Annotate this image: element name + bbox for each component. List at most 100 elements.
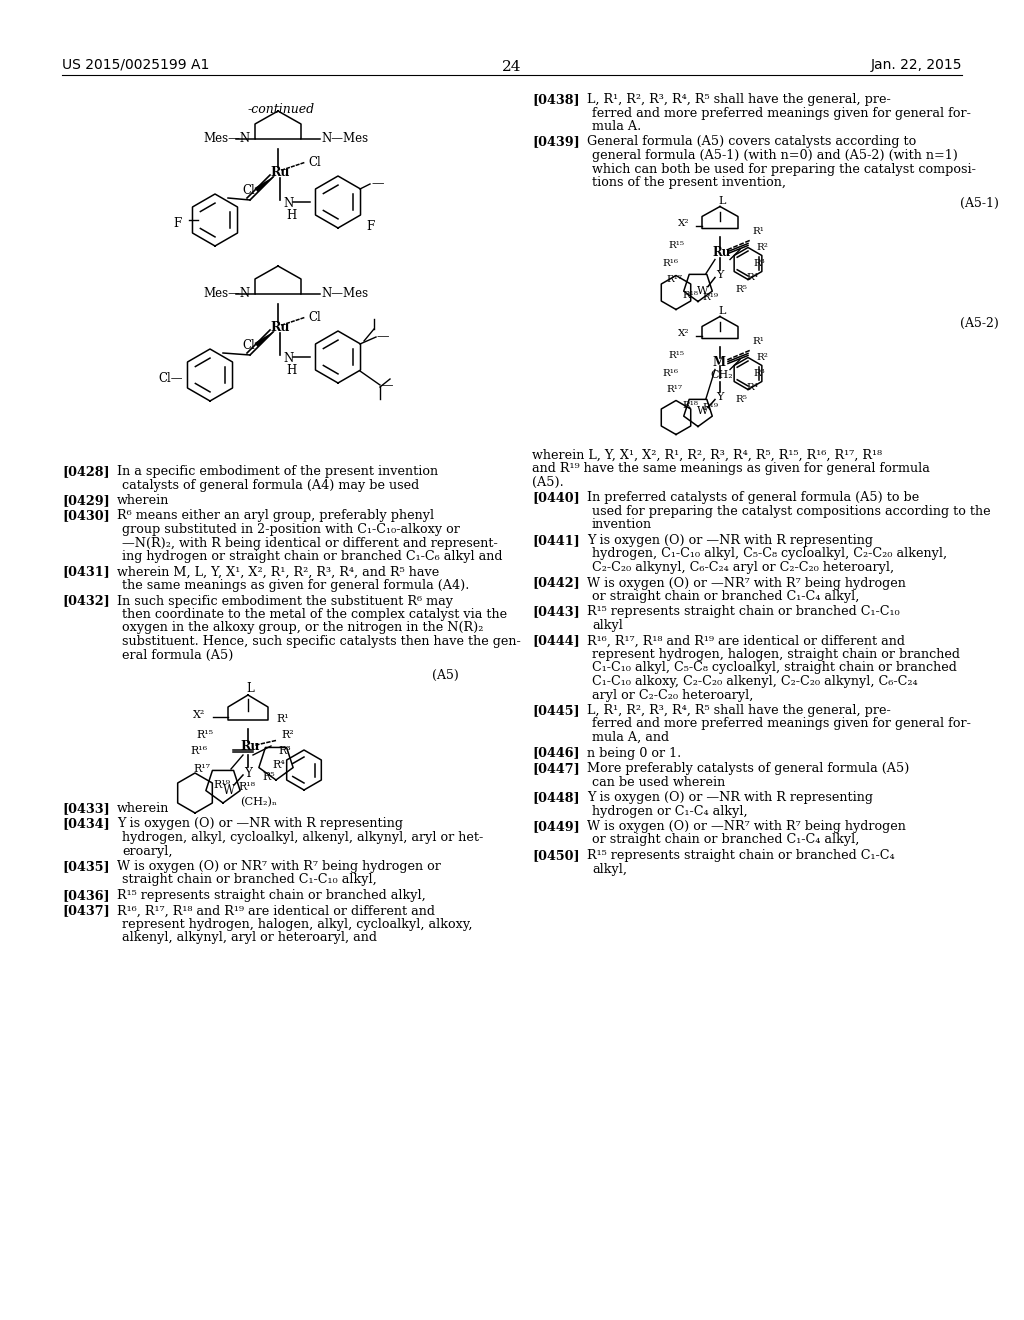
Text: [0439]: [0439] xyxy=(532,136,580,149)
Text: Cl: Cl xyxy=(242,339,255,352)
Text: F: F xyxy=(366,220,374,234)
Text: R¹⁵ represents straight chain or branched alkyl,: R¹⁵ represents straight chain or branche… xyxy=(117,888,426,902)
Text: hydrogen or C₁-C₄ alkyl,: hydrogen or C₁-C₄ alkyl, xyxy=(592,804,748,817)
Text: [0447]: [0447] xyxy=(532,762,580,775)
Text: R¹⁶, R¹⁷, R¹⁸ and R¹⁹ are identical or different and: R¹⁶, R¹⁷, R¹⁸ and R¹⁹ are identical or d… xyxy=(587,635,905,648)
Text: R¹⁵: R¹⁵ xyxy=(196,730,213,741)
Polygon shape xyxy=(255,330,276,347)
Text: alkyl: alkyl xyxy=(592,619,623,632)
Text: R¹⁶: R¹⁶ xyxy=(662,368,678,378)
Text: W is oxygen (O) or —NR⁷ with R⁷ being hydrogen: W is oxygen (O) or —NR⁷ with R⁷ being hy… xyxy=(587,820,906,833)
Text: tions of the present invention,: tions of the present invention, xyxy=(592,176,786,189)
Text: L, R¹, R², R³, R⁴, R⁵ shall have the general, pre-: L, R¹, R², R³, R⁴, R⁵ shall have the gen… xyxy=(587,704,891,717)
Text: R¹⁵: R¹⁵ xyxy=(668,242,684,251)
Text: Mes—N: Mes—N xyxy=(203,286,250,300)
Text: R³: R³ xyxy=(278,746,291,756)
Text: represent hydrogen, halogen, straight chain or branched: represent hydrogen, halogen, straight ch… xyxy=(592,648,961,661)
Text: —N(R)₂, with R being identical or different and represent-: —N(R)₂, with R being identical or differ… xyxy=(122,536,498,549)
Text: R¹⁶: R¹⁶ xyxy=(662,259,678,268)
Text: —: — xyxy=(380,379,392,392)
Text: In a specific embodiment of the present invention: In a specific embodiment of the present … xyxy=(117,465,438,478)
Text: [0435]: [0435] xyxy=(62,861,110,873)
Text: In preferred catalysts of general formula (A5) to be: In preferred catalysts of general formul… xyxy=(587,491,920,504)
Text: [0443]: [0443] xyxy=(532,606,580,619)
Text: More preferably catalysts of general formula (A5): More preferably catalysts of general for… xyxy=(587,762,909,775)
Text: W: W xyxy=(697,407,709,417)
Text: wherein: wherein xyxy=(117,803,169,814)
Text: Mes—N: Mes—N xyxy=(203,132,250,145)
Text: Jan. 22, 2015: Jan. 22, 2015 xyxy=(870,58,962,73)
Text: R¹⁵ represents straight chain or branched C₁-C₁₀: R¹⁵ represents straight chain or branche… xyxy=(587,606,900,619)
Text: Y: Y xyxy=(716,271,723,281)
Text: X²: X² xyxy=(678,219,689,227)
Text: then coordinate to the metal of the complex catalyst via the: then coordinate to the metal of the comp… xyxy=(122,609,507,620)
Text: L: L xyxy=(718,195,725,206)
Text: substituent. Hence, such specific catalysts then have the gen-: substituent. Hence, such specific cataly… xyxy=(122,635,521,648)
Text: [0438]: [0438] xyxy=(532,92,580,106)
Text: general formula (A5-1) (with n=0) and (A5-2) (with n=1): general formula (A5-1) (with n=0) and (A… xyxy=(592,149,957,162)
Text: ferred and more preferred meanings given for general for-: ferred and more preferred meanings given… xyxy=(592,107,971,120)
Text: used for preparing the catalyst compositions according to the: used for preparing the catalyst composit… xyxy=(592,506,990,517)
Text: [0446]: [0446] xyxy=(532,747,580,759)
Text: [0433]: [0433] xyxy=(62,803,110,814)
Text: R⁵: R⁵ xyxy=(735,396,746,404)
Text: W: W xyxy=(697,285,709,296)
Text: [0437]: [0437] xyxy=(62,904,110,917)
Text: (CH₂)ₙ: (CH₂)ₙ xyxy=(240,797,276,808)
Text: oxygen in the alkoxy group, or the nitrogen in the N(R)₂: oxygen in the alkoxy group, or the nitro… xyxy=(122,622,483,635)
Text: can be used wherein: can be used wherein xyxy=(592,776,725,788)
Text: N—Mes: N—Mes xyxy=(321,286,368,300)
Text: eroaryl,: eroaryl, xyxy=(122,845,172,858)
Text: [0431]: [0431] xyxy=(62,565,110,578)
Text: hydrogen, alkyl, cycloalkyl, alkenyl, alkynyl, aryl or het-: hydrogen, alkyl, cycloalkyl, alkenyl, al… xyxy=(122,832,483,843)
Text: catalysts of general formula (A4) may be used: catalysts of general formula (A4) may be… xyxy=(122,479,419,491)
Text: R¹⁵: R¹⁵ xyxy=(668,351,684,360)
Text: R¹⁷: R¹⁷ xyxy=(666,276,682,285)
Text: F: F xyxy=(173,216,181,230)
Text: W is oxygen (O) or NR⁷ with R⁷ being hydrogen or: W is oxygen (O) or NR⁷ with R⁷ being hyd… xyxy=(117,861,441,873)
Text: [0448]: [0448] xyxy=(532,791,580,804)
Text: L: L xyxy=(246,682,254,696)
Text: [0450]: [0450] xyxy=(532,849,580,862)
Text: N: N xyxy=(283,197,293,210)
Text: and R¹⁹ have the same meanings as given for general formula: and R¹⁹ have the same meanings as given … xyxy=(532,462,930,475)
Text: R¹⁷: R¹⁷ xyxy=(666,385,682,395)
Text: [0429]: [0429] xyxy=(62,494,110,507)
Text: X²: X² xyxy=(678,329,689,338)
Text: [0428]: [0428] xyxy=(62,465,110,478)
Text: represent hydrogen, halogen, alkyl, cycloalkyl, alkoxy,: represent hydrogen, halogen, alkyl, cycl… xyxy=(122,917,472,931)
Text: Cl—: Cl— xyxy=(158,372,182,385)
Text: R¹⁶: R¹⁶ xyxy=(190,746,207,756)
Text: R¹: R¹ xyxy=(276,714,289,723)
Text: —: — xyxy=(376,330,388,343)
Text: (A5-2): (A5-2) xyxy=(961,317,998,330)
Text: Ru: Ru xyxy=(270,321,290,334)
Text: W: W xyxy=(223,784,236,797)
Text: C₁-C₁₀ alkoxy, C₂-C₂₀ alkenyl, C₂-C₂₀ alkynyl, C₆-C₂₄: C₁-C₁₀ alkoxy, C₂-C₂₀ alkenyl, C₂-C₂₀ al… xyxy=(592,675,918,688)
Text: N: N xyxy=(283,352,293,366)
Text: R¹⁹: R¹⁹ xyxy=(702,404,718,412)
Text: [0436]: [0436] xyxy=(62,888,110,902)
Text: R⁴: R⁴ xyxy=(746,384,758,392)
Text: [0444]: [0444] xyxy=(532,635,580,648)
Text: Ru: Ru xyxy=(712,246,730,259)
Text: 24: 24 xyxy=(502,59,522,74)
Text: alkyl,: alkyl, xyxy=(592,862,627,875)
Text: [0430]: [0430] xyxy=(62,510,110,523)
Text: (A5).: (A5). xyxy=(532,475,564,488)
Text: R⁶ means either an aryl group, preferably phenyl: R⁶ means either an aryl group, preferabl… xyxy=(117,510,434,523)
Text: [0440]: [0440] xyxy=(532,491,580,504)
Text: X²: X² xyxy=(193,710,206,719)
Text: R¹⁸: R¹⁸ xyxy=(238,781,255,792)
Text: Cl: Cl xyxy=(242,183,255,197)
Text: R¹⁸: R¹⁸ xyxy=(682,401,698,411)
Text: R¹⁸: R¹⁸ xyxy=(682,292,698,301)
Text: [0441]: [0441] xyxy=(532,535,580,546)
Text: US 2015/0025199 A1: US 2015/0025199 A1 xyxy=(62,58,209,73)
Text: [0432]: [0432] xyxy=(62,594,110,607)
Text: H: H xyxy=(286,209,296,222)
Text: or straight chain or branched C₁-C₄ alkyl,: or straight chain or branched C₁-C₄ alky… xyxy=(592,590,859,603)
Text: ing hydrogen or straight chain or branched C₁-C₆ alkyl and: ing hydrogen or straight chain or branch… xyxy=(122,550,503,564)
Text: R²: R² xyxy=(756,354,768,363)
Text: mula A, and: mula A, and xyxy=(592,731,669,744)
